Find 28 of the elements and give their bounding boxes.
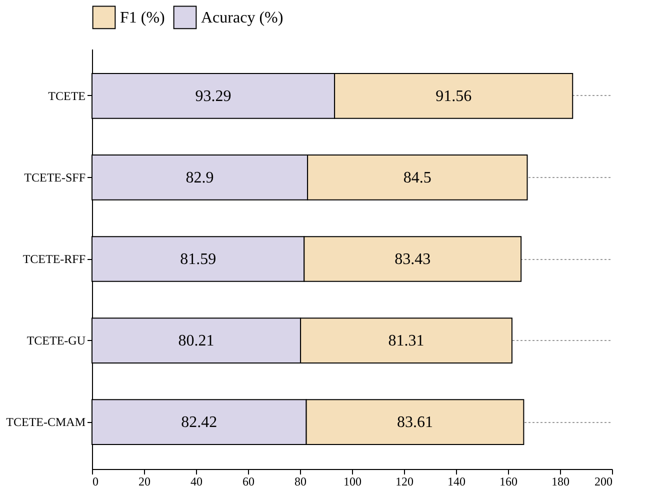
x-tick-label: 40 [190, 474, 202, 488]
data-label: 82.42 [181, 414, 218, 432]
x-tick-label: 100 [344, 474, 362, 488]
y-tick-label: TCETE-GU [26, 334, 86, 348]
data-label: 81.31 [388, 332, 424, 350]
x-tick-label: 0 [92, 474, 98, 488]
legend-label: Acuracy (%) [201, 9, 284, 26]
data-label: 82.9 [186, 169, 214, 186]
x-tick-label: 60 [242, 474, 254, 488]
data-label: 84.5 [403, 169, 432, 186]
y-tick-label: TCETE-RFF [22, 252, 86, 266]
x-tick-label: 160 [500, 474, 518, 488]
y-tick-label: TCETE-SFF [24, 170, 86, 184]
data-label: 91.56 [436, 88, 472, 105]
data-label: 93.29 [195, 88, 232, 105]
x-tick-label: 200 [594, 474, 612, 488]
data-label: 81.59 [180, 251, 216, 268]
y-tick-label: TCETE [48, 88, 86, 103]
x-tick-label: 140 [448, 474, 466, 488]
legend-label: F1 (%) [120, 9, 165, 26]
x-tick-label: 180 [552, 474, 570, 488]
data-label: 83.43 [394, 251, 431, 268]
x-tick-label: 80 [294, 474, 306, 488]
x-tick-label: 120 [396, 474, 414, 488]
x-tick-label: 20 [138, 474, 150, 488]
y-tick-label: TCETE-CMAM [6, 415, 86, 430]
data-label: 83.61 [396, 414, 433, 432]
data-label: 80.21 [178, 332, 214, 350]
